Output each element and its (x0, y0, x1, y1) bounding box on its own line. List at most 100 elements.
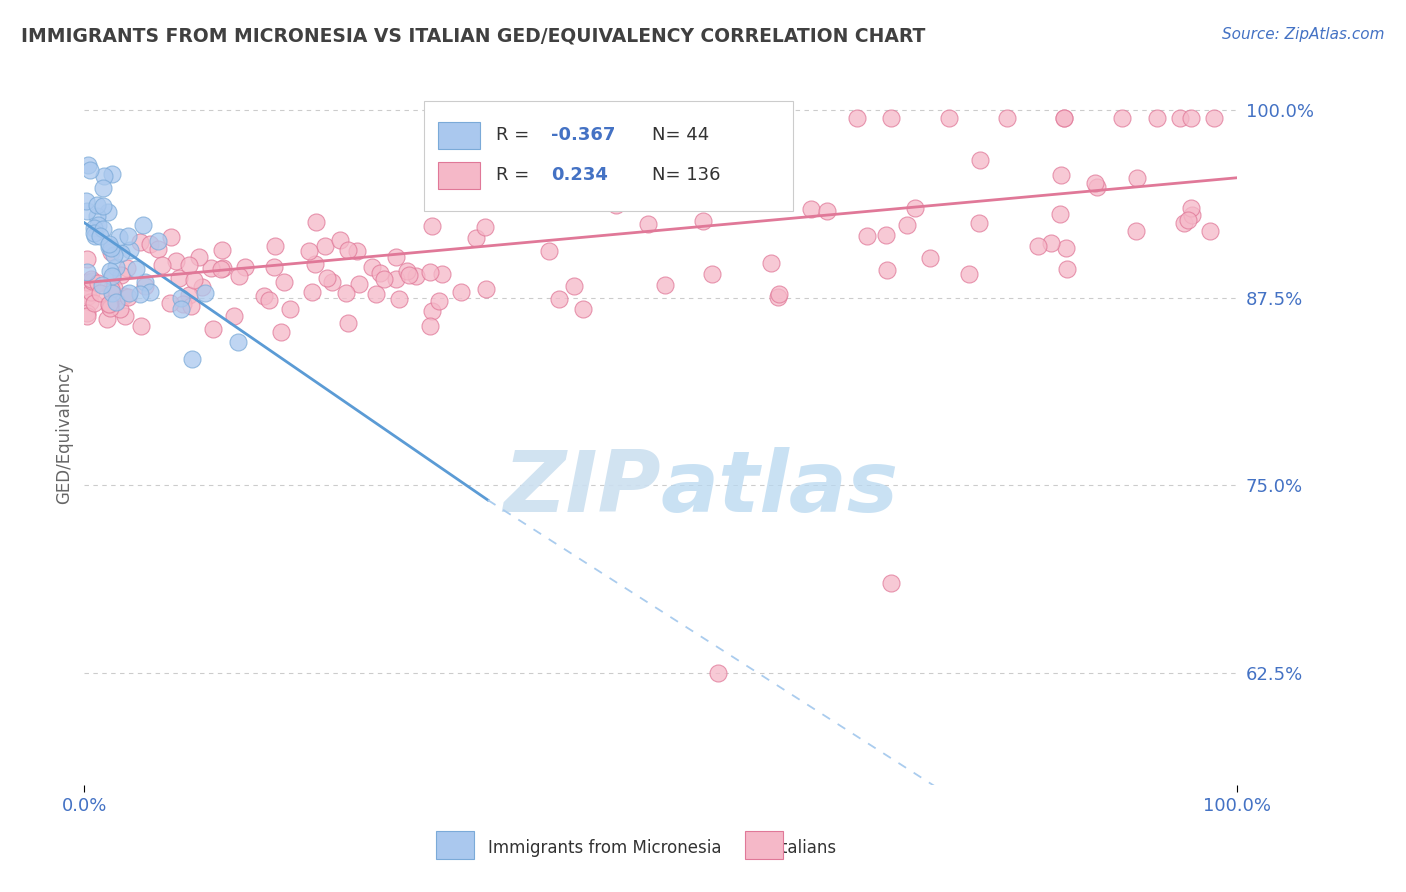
Point (105, 293, 128, 308)
Point (432, 267, 454, 281)
Point (855, 229, 877, 244)
Point (1180, 201, 1202, 215)
Point (800, 202, 823, 216)
Point (920, 252, 942, 266)
Point (83, 221, 105, 235)
Point (170, 292, 193, 306)
Point (969, 153, 991, 167)
Point (80, 272, 103, 286)
Point (420, 219, 443, 234)
Point (880, 111, 903, 125)
Point (114, 309, 136, 323)
Point (98, 297, 121, 311)
Point (263, 260, 285, 274)
Point (200, 261, 222, 276)
Point (90, 277, 112, 292)
Point (346, 244, 368, 258)
Point (228, 269, 250, 284)
Point (202, 322, 225, 336)
Point (316, 270, 339, 285)
Point (360, 260, 382, 275)
Point (1125, 224, 1147, 238)
Point (335, 286, 357, 301)
Point (228, 335, 250, 350)
Point (76, 306, 98, 320)
Point (395, 264, 418, 278)
Point (768, 290, 790, 304)
Point (110, 245, 132, 260)
Point (117, 290, 139, 304)
Point (765, 111, 787, 125)
Point (1054, 241, 1077, 255)
Point (301, 285, 323, 299)
Point (273, 275, 295, 289)
Point (180, 299, 202, 313)
Point (969, 216, 991, 230)
Point (165, 254, 187, 268)
Point (1199, 224, 1222, 238)
Point (1085, 180, 1108, 194)
Point (224, 309, 246, 323)
Point (1050, 168, 1073, 182)
Point (875, 228, 897, 243)
Point (212, 261, 235, 276)
Point (637, 217, 659, 231)
Point (129, 235, 152, 249)
Point (1039, 236, 1062, 251)
Point (120, 243, 142, 257)
Point (76, 275, 98, 289)
Point (759, 256, 782, 270)
Point (139, 285, 162, 300)
Point (398, 268, 420, 282)
Point (592, 111, 614, 125)
Point (80, 274, 103, 288)
Point (405, 268, 427, 283)
Point (876, 263, 898, 277)
Point (650, 111, 672, 125)
Point (368, 266, 391, 280)
Point (384, 272, 406, 286)
Point (91, 199, 114, 213)
Point (1053, 111, 1076, 125)
Point (160, 230, 183, 244)
Bar (439, 162, 479, 189)
Text: R =: R = (496, 127, 534, 145)
Point (654, 277, 676, 292)
Point (707, 111, 730, 125)
Point (903, 201, 925, 215)
Point (96, 312, 118, 326)
Point (475, 282, 498, 296)
Point (1204, 111, 1226, 125)
Point (179, 258, 201, 272)
Text: atlas: atlas (661, 448, 898, 531)
Point (103, 248, 125, 262)
Point (76, 265, 98, 279)
Point (1181, 208, 1204, 222)
Point (79, 162, 101, 177)
Point (896, 219, 918, 233)
Point (91, 222, 114, 236)
Point (537, 244, 560, 259)
Point (100, 245, 122, 260)
Point (101, 285, 124, 300)
Point (817, 203, 839, 218)
Y-axis label: GED/Equivalency: GED/Equivalency (55, 361, 73, 504)
Point (880, 575, 903, 590)
Point (129, 287, 152, 301)
Point (98, 297, 121, 311)
Point (134, 279, 156, 293)
Bar (436, 830, 474, 859)
Point (547, 293, 569, 307)
Point (373, 272, 395, 286)
Point (384, 250, 406, 264)
Point (1180, 111, 1202, 125)
Point (104, 260, 127, 274)
Point (93, 169, 115, 183)
Point (79, 295, 101, 310)
Point (1146, 111, 1168, 125)
Point (105, 295, 128, 310)
Point (749, 193, 772, 207)
Point (692, 214, 714, 228)
Point (347, 277, 370, 291)
Bar (439, 122, 479, 149)
